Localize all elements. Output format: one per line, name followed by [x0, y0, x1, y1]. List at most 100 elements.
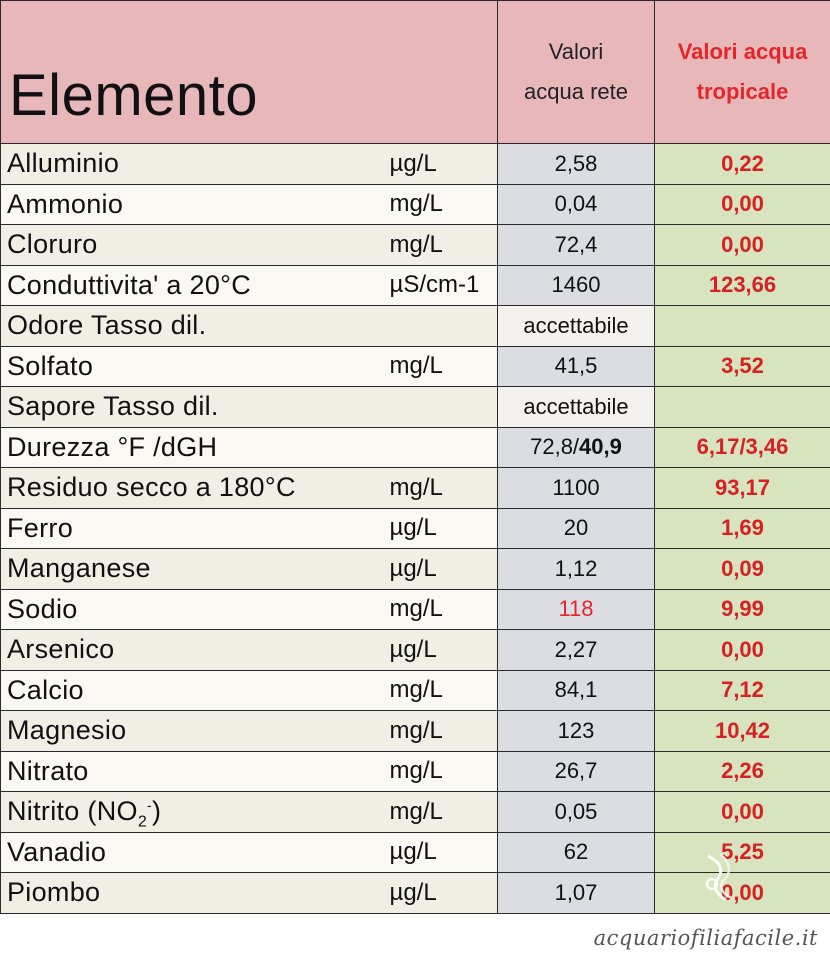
- element-name: Arsenico: [0, 629, 386, 671]
- table-row: Piombo µg/L 1,07 0,00: [0, 872, 830, 914]
- table-row: Ammonio mg/L 0,04 0,00: [0, 183, 830, 225]
- tropical-value: 5,25: [654, 831, 830, 873]
- element-name: Odore Tasso dil.: [0, 305, 386, 347]
- table-row: Vanadio µg/L 62 5,25: [0, 831, 830, 873]
- rete-value: 2,27: [497, 629, 655, 671]
- element-name: Durezza °F /dGH: [0, 426, 386, 468]
- element-unit: mg/L: [385, 224, 498, 266]
- table-row: Calcio mg/L 84,1 7,12: [0, 669, 830, 711]
- element-name-part: Nitrito (NO: [7, 796, 138, 827]
- tropical-value: 93,17: [654, 467, 830, 509]
- header-trop-line1: Valori acqua: [677, 39, 808, 64]
- tropical-value: 0,22: [654, 143, 830, 185]
- element-name: Ferro: [0, 507, 386, 549]
- fish-logo-icon: [705, 853, 733, 902]
- tropical-value: 0,00: [654, 224, 830, 266]
- header-valori-acqua-tropicale: Valori acqua tropicale: [654, 0, 830, 144]
- rete-value: 0,04: [497, 183, 655, 225]
- element-unit: mg/L: [385, 345, 498, 387]
- element-unit: [385, 426, 498, 468]
- element-unit: mg/L: [385, 588, 498, 630]
- rete-value: accettabile: [497, 305, 655, 347]
- element-unit: µg/L: [385, 507, 498, 549]
- tropical-value: 1,69: [654, 507, 830, 549]
- rete-value: 118: [497, 588, 655, 630]
- element-name: Alluminio: [0, 143, 386, 185]
- header-valori-acqua-rete: Valori acqua rete: [497, 0, 655, 144]
- rete-value: 1460: [497, 264, 655, 306]
- element-name: Conduttivita' a 20°C: [0, 264, 386, 306]
- element-name: Sapore Tasso dil.: [0, 386, 386, 428]
- element-unit: [385, 386, 498, 428]
- table-row: Cloruro mg/L 72,4 0,00: [0, 224, 830, 266]
- element-unit: µg/L: [385, 143, 498, 185]
- header-rete-line1: Valori: [548, 39, 604, 64]
- element-name: Residuo secco a 180°C: [0, 467, 386, 509]
- tropical-value: [654, 386, 830, 428]
- element-name: Piombo: [0, 872, 386, 914]
- rete-value: 26,7: [497, 750, 655, 792]
- element-name: Manganese: [0, 548, 386, 590]
- rete-value: 2,58: [497, 143, 655, 185]
- tropical-value: 0,09: [654, 548, 830, 590]
- table-row: Solfato mg/L 41,5 3,52: [0, 345, 830, 387]
- tropical-value: 2,26: [654, 750, 830, 792]
- element-unit: [385, 305, 498, 347]
- element-unit: µS/cm-1: [385, 264, 498, 306]
- element-name: Ammonio: [0, 183, 386, 225]
- header-row: Elemento Valori acqua rete Valori acqua …: [0, 0, 830, 144]
- table-row: Nitrato mg/L 26,7 2,26: [0, 750, 830, 792]
- element-unit: µg/L: [385, 548, 498, 590]
- rete-value: 123: [497, 710, 655, 752]
- element-unit: mg/L: [385, 669, 498, 711]
- header-rete-line2: acqua rete: [524, 79, 628, 104]
- tropical-value: 10,42: [654, 710, 830, 752]
- element-name: Cloruro: [0, 224, 386, 266]
- rete-value-fahrenheit: 72,8/: [530, 434, 580, 460]
- table-row: Alluminio µg/L 2,58 0,22: [0, 143, 830, 185]
- tropical-value: 0,00: [654, 791, 830, 833]
- element-name: Sodio: [0, 588, 386, 630]
- table-row: Residuo secco a 180°C mg/L 1100 93,17: [0, 467, 830, 509]
- rete-value: 84,1: [497, 669, 655, 711]
- tropical-value: 0,00: [654, 629, 830, 671]
- element-name: Magnesio: [0, 710, 386, 752]
- table-row: Conduttivita' a 20°C µS/cm-1 1460 123,66: [0, 264, 830, 306]
- element-unit: µg/L: [385, 629, 498, 671]
- rete-value: 1,12: [497, 548, 655, 590]
- tropical-value: 0,00: [654, 183, 830, 225]
- element-name-close: ): [151, 796, 162, 827]
- table-row: Manganese µg/L 1,12 0,09: [0, 548, 830, 590]
- tropical-value: 123,66: [654, 264, 830, 306]
- rete-value: 0,05: [497, 791, 655, 833]
- tropical-value: 6,17/3,46: [654, 426, 830, 468]
- table-row: Sapore Tasso dil. accettabile: [0, 386, 830, 428]
- tropical-value: [654, 305, 830, 347]
- element-name: Nitrito (NO2-): [0, 791, 386, 833]
- tropical-value: 3,52: [654, 345, 830, 387]
- element-name: Nitrato: [0, 750, 386, 792]
- table-row: Ferro µg/L 20 1,69: [0, 507, 830, 549]
- table-row: Odore Tasso dil. accettabile: [0, 305, 830, 347]
- element-unit: mg/L: [385, 710, 498, 752]
- tropical-value: 9,99: [654, 588, 830, 630]
- rete-value: 1,07: [497, 872, 655, 914]
- watermark-text: acquariofiliafacile.it: [593, 926, 818, 950]
- rete-value: 1100: [497, 467, 655, 509]
- rete-value: accettabile: [497, 386, 655, 428]
- element-name-subscript: 2: [137, 813, 148, 831]
- water-values-table-wrap: Elemento Valori acqua rete Valori acqua …: [0, 0, 830, 914]
- header-trop-line2: tropicale: [696, 79, 789, 104]
- table-row: Arsenico µg/L 2,27 0,00: [0, 629, 830, 671]
- element-name: Calcio: [0, 669, 386, 711]
- table-row: Sodio mg/L 118 9,99: [0, 588, 830, 630]
- rete-value: 20: [497, 507, 655, 549]
- element-unit: µg/L: [385, 831, 498, 873]
- table-row: Magnesio mg/L 123 10,42: [0, 710, 830, 752]
- element-unit: mg/L: [385, 183, 498, 225]
- tropical-value: 7,12: [654, 669, 830, 711]
- table-row: Durezza °F /dGH 72,8/40,9 6,17/3,46: [0, 426, 830, 468]
- tropical-value: 0,00: [654, 872, 830, 914]
- element-name: Solfato: [0, 345, 386, 387]
- table-row: Nitrito (NO2-) mg/L 0,05 0,00: [0, 791, 830, 833]
